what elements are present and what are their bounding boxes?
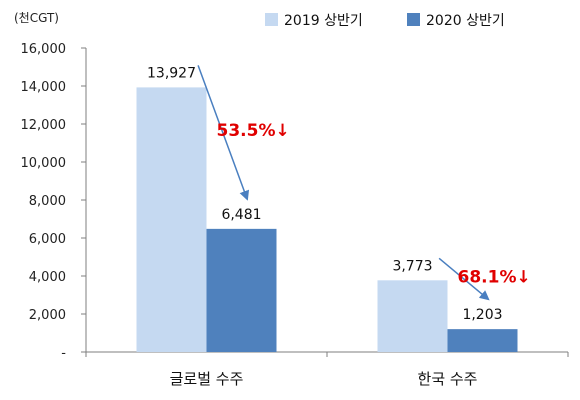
bar bbox=[206, 228, 277, 352]
decrease-arrow bbox=[197, 65, 250, 201]
bar bbox=[447, 329, 518, 352]
category-label: 글로벌 수주 bbox=[170, 370, 244, 388]
bar bbox=[377, 280, 448, 352]
y-tick-label: 6,000 bbox=[29, 232, 66, 247]
y-tick-label: 12,000 bbox=[21, 118, 67, 133]
legend-swatch bbox=[407, 13, 420, 26]
decrease-percent-label: 53.5%↓ bbox=[217, 121, 290, 141]
decrease-percent-label: 68.1%↓ bbox=[458, 268, 531, 288]
bars bbox=[136, 87, 518, 353]
y-axis: - 2,000 4,000 6,000 8,000 10,000 12,000 14,000 1… bbox=[21, 42, 87, 361]
y-tick-label: 2,000 bbox=[29, 308, 66, 323]
legend-swatch bbox=[265, 13, 278, 26]
decrease-arrow bbox=[438, 257, 490, 301]
y-tick-label: 16,000 bbox=[21, 42, 67, 57]
data-labels: 13,927 6,481 3,773 1,203 bbox=[147, 65, 503, 323]
legend: 2019 상반기 2020 상반기 bbox=[265, 13, 505, 29]
x-axis: 글로벌 수주 한국 수주 bbox=[85, 351, 569, 388]
y-tick-label: - bbox=[61, 346, 66, 361]
data-label: 3,773 bbox=[392, 258, 432, 274]
bar bbox=[136, 87, 207, 353]
y-tick-label: 8,000 bbox=[29, 194, 66, 209]
annotations: 53.5%↓ 68.1%↓ bbox=[197, 65, 531, 301]
category-label: 한국 수주 bbox=[418, 370, 478, 388]
y-tick-label: 4,000 bbox=[29, 270, 66, 285]
y-tick-label: 10,000 bbox=[21, 156, 67, 171]
legend-label: 2019 상반기 bbox=[284, 13, 363, 29]
y-tick-label: 14,000 bbox=[21, 80, 67, 95]
legend-label: 2020 상반기 bbox=[426, 13, 505, 29]
data-label: 1,203 bbox=[462, 307, 502, 323]
data-label: 6,481 bbox=[221, 207, 261, 223]
unit-label: (천CGT) bbox=[14, 10, 59, 25]
data-label: 13,927 bbox=[147, 65, 196, 81]
